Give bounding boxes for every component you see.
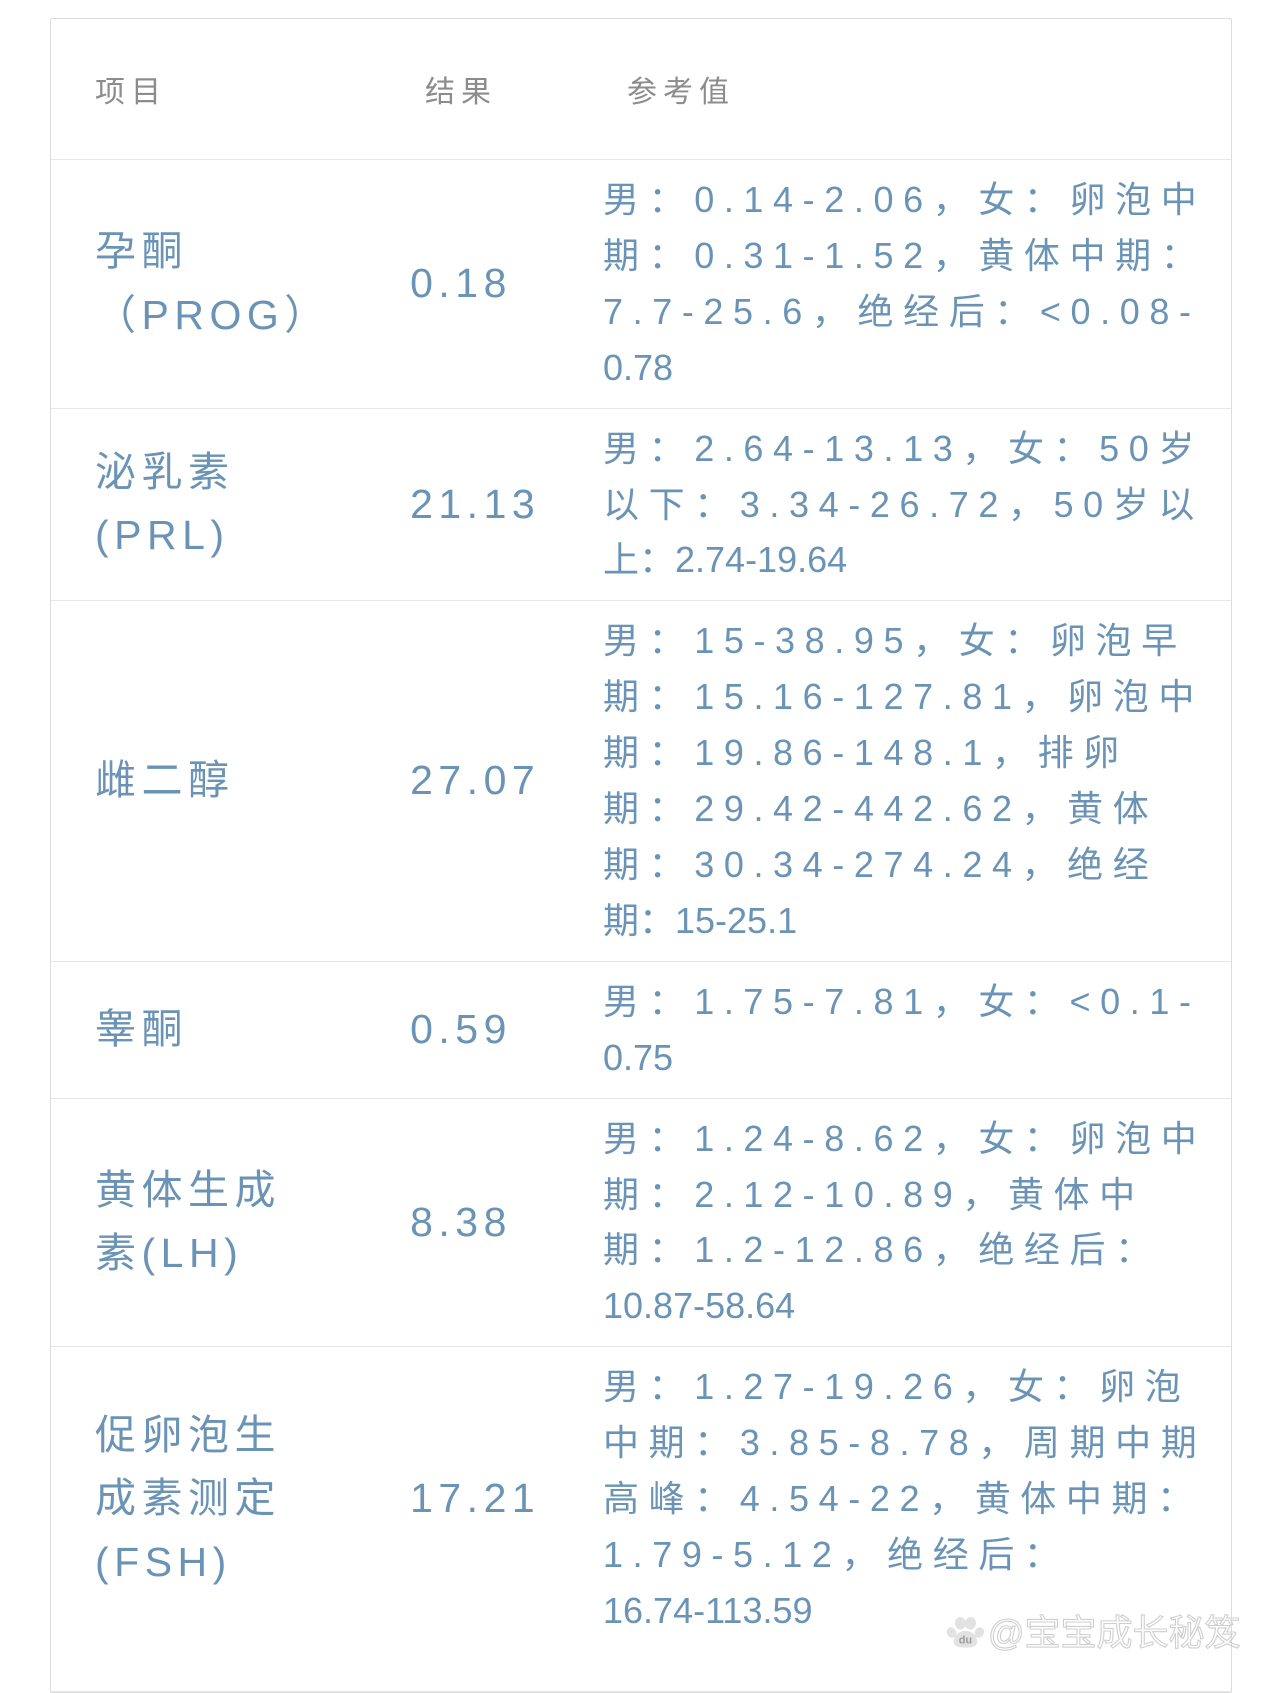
svg-text:du: du (959, 1634, 972, 1646)
